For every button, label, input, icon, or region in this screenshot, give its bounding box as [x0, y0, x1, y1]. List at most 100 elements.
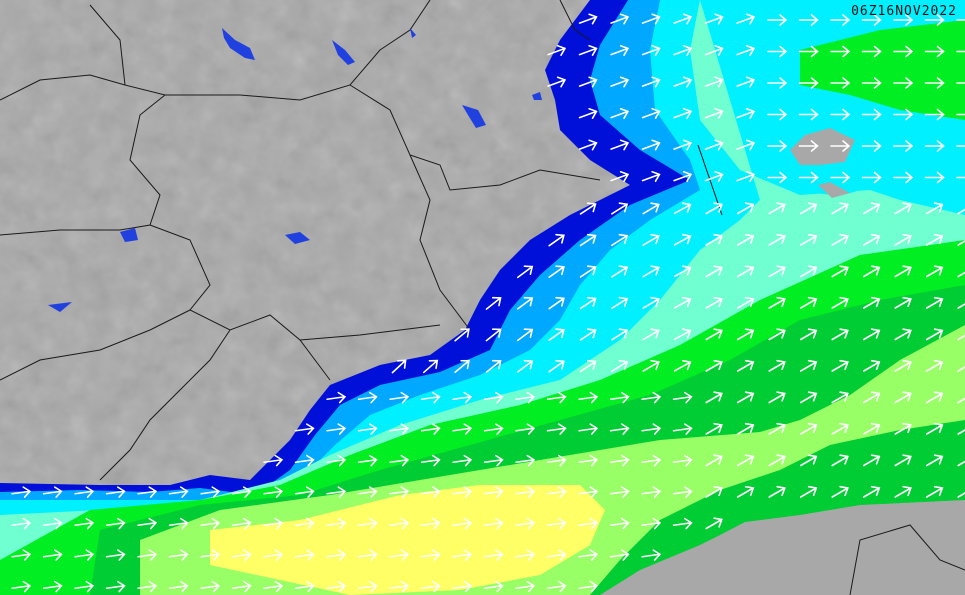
wind-arrow-icon	[452, 517, 473, 530]
wind-arrow-icon	[294, 517, 315, 530]
wind-arrow-icon	[925, 202, 944, 215]
wind-arrow-icon	[579, 233, 597, 247]
wind-arrow-icon	[767, 171, 788, 184]
wind-arrow-icon	[893, 171, 914, 184]
wind-arrow-icon	[642, 296, 660, 309]
wind-arrow-icon	[641, 107, 661, 119]
wind-arrow-icon	[956, 176, 965, 179]
wind-arrow-icon	[420, 391, 441, 404]
wind-arrow-icon	[357, 391, 378, 404]
wind-arrow-icon	[546, 423, 567, 435]
wind-arrow-icon	[925, 328, 944, 341]
wind-arrow-icon	[611, 202, 629, 215]
wind-arrow-icon	[578, 517, 599, 530]
wind-arrow-icon	[74, 580, 95, 593]
wind-arrow-icon	[485, 328, 502, 342]
wind-arrow-icon	[168, 486, 189, 498]
wind-arrow-icon	[579, 265, 597, 278]
wind-arrow-icon	[420, 454, 441, 467]
wind-arrow-icon	[925, 485, 944, 498]
wind-arrow-icon	[231, 486, 252, 498]
wind-arrow-icon	[924, 77, 945, 89]
wind-arrow-icon	[799, 359, 818, 372]
wind-arrow-icon	[483, 580, 504, 593]
wind-arrow-icon	[862, 296, 881, 309]
wind-arrow-icon	[11, 549, 32, 561]
wind-arrow-icon	[956, 145, 965, 147]
wind-arrow-icon	[673, 296, 692, 309]
wind-arrow-icon	[548, 233, 565, 247]
wind-arrow-icon	[105, 486, 126, 498]
wind-arrow-icon	[579, 296, 597, 310]
wind-arrow-icon	[673, 139, 693, 151]
wind-arrow-icon	[736, 485, 755, 498]
wind-arrow-icon	[736, 76, 756, 88]
wind-arrow-icon	[768, 485, 786, 498]
wind-arrow-icon	[389, 580, 410, 593]
wind-arrow-icon	[641, 44, 661, 56]
wind-arrow-icon	[485, 296, 502, 310]
wind-arrow-icon	[74, 517, 95, 530]
wind-arrow-icon	[548, 328, 565, 341]
wind-arrow-icon	[798, 77, 819, 89]
wind-arrow-icon	[609, 423, 630, 435]
wind-arrow-icon	[894, 485, 912, 498]
wind-arrow-icon	[357, 517, 378, 530]
wind-arrow-icon	[11, 580, 32, 593]
wind-arrow-icon	[611, 296, 629, 310]
wind-arrow-icon	[799, 296, 818, 309]
wind-arrow-icon	[924, 14, 945, 26]
wind-arrow-icon	[768, 296, 786, 309]
wind-arrow-icon	[957, 391, 965, 404]
wind-arrow-icon	[831, 359, 849, 372]
wind-arrow-icon	[957, 454, 965, 467]
wind-arrow-icon	[705, 233, 723, 246]
wind-arrow-icon	[642, 202, 660, 215]
wind-arrow-icon	[768, 202, 786, 215]
wind-arrow-icon	[137, 549, 158, 561]
wind-arrow-icon	[610, 170, 630, 182]
wind-arrow-icon	[389, 454, 410, 467]
wind-arrow-icon	[611, 328, 629, 341]
wind-arrow-icon	[925, 391, 944, 404]
wind-arrow-icon	[925, 296, 944, 309]
wind-arrow-icon	[389, 391, 410, 404]
wind-arrow-icon	[862, 391, 881, 404]
wind-arrow-icon	[42, 580, 63, 593]
wind-arrow-icon	[736, 107, 756, 119]
wind-arrow-icon	[641, 486, 662, 498]
wind-arrow-icon	[11, 517, 32, 530]
wind-arrow-icon	[578, 13, 598, 25]
wind-arrow-icon	[673, 265, 692, 278]
wind-arrow-icon	[862, 202, 881, 215]
wind-arrow-icon	[263, 454, 284, 467]
wind-arrow-icon	[957, 422, 965, 435]
wind-arrow-icon	[673, 44, 693, 56]
wind-arrow-icon	[831, 454, 849, 467]
wind-arrow-icon	[137, 580, 158, 593]
wind-arrow-icon	[483, 454, 504, 467]
wind-arrow-icon	[736, 170, 756, 182]
wind-arrow-icon	[326, 486, 347, 498]
wind-arrow-icon	[831, 296, 849, 309]
wind-arrow-icon	[326, 391, 347, 404]
wind-arrow-icon	[768, 359, 786, 372]
wind-arrow-icon	[452, 454, 473, 467]
wind-arrow-icon	[894, 233, 912, 246]
wind-arrow-icon	[391, 359, 407, 374]
wind-arrow-icon	[357, 486, 378, 498]
wind-arrow-icon	[799, 265, 818, 278]
wind-arrow-icon	[861, 45, 882, 58]
wind-arrow-icon	[736, 328, 755, 341]
wind-arrow-icon	[547, 76, 567, 88]
wind-arrow-icon	[515, 423, 536, 435]
wind-arrow-icon	[200, 549, 221, 561]
wind-arrow-icon	[263, 486, 284, 498]
wind-arrow-icon	[105, 580, 126, 593]
wind-arrow-icon	[610, 13, 630, 25]
wind-arrow-icon	[705, 485, 723, 498]
wind-arrow-icon	[483, 517, 504, 530]
wind-arrow-icon	[168, 580, 189, 593]
wind-arrow-icon	[831, 265, 849, 278]
wind-arrow-icon	[672, 486, 693, 498]
